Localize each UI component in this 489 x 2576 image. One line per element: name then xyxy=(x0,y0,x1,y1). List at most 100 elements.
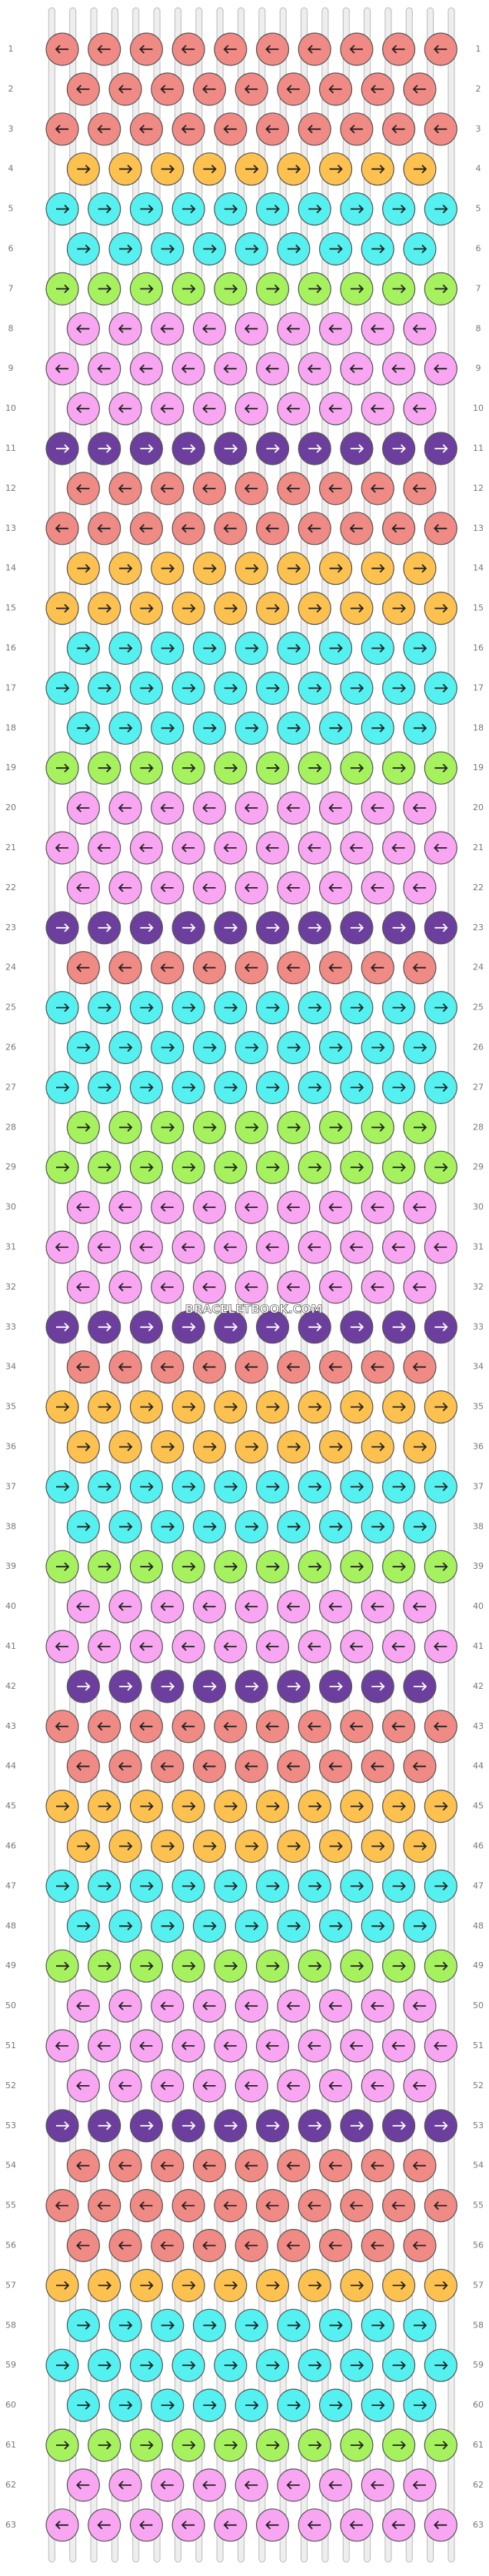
row-number: 2 xyxy=(476,84,481,94)
knot-arrow xyxy=(77,564,91,573)
row-number: 12 xyxy=(5,483,16,493)
knot-arrow xyxy=(350,2441,364,2450)
row-number: 41 xyxy=(473,1641,484,1651)
knot-arrow xyxy=(202,404,216,413)
knot-arrow xyxy=(161,1522,175,1531)
knot-arrow xyxy=(56,2281,70,2291)
knot-arrow xyxy=(161,1841,175,1851)
knot-arrow xyxy=(160,1203,174,1212)
knot-arrow xyxy=(182,2361,196,2370)
knot-arrow xyxy=(224,1083,238,1093)
knot-arrow xyxy=(245,643,259,653)
knot-arrow xyxy=(56,284,70,294)
knot-arrow xyxy=(412,2241,426,2251)
knot-arrow xyxy=(245,564,259,573)
knot-arrow xyxy=(286,85,300,94)
row-number: 54 xyxy=(5,2161,16,2171)
row-number: 48 xyxy=(5,1920,16,1930)
knot-arrow xyxy=(160,963,174,973)
knot-arrow xyxy=(350,1402,364,1412)
knot-arrow xyxy=(350,923,364,933)
knot-arrow xyxy=(371,1123,385,1132)
row-number: 62 xyxy=(5,2480,16,2490)
knot-arrow xyxy=(182,1881,196,1891)
row-number: 25 xyxy=(473,1003,484,1013)
knot-arrow xyxy=(202,1283,216,1292)
row-number: 12 xyxy=(473,483,484,493)
knot-arrow xyxy=(161,1043,175,1053)
row-number: 18 xyxy=(473,722,484,732)
knot-arrow xyxy=(224,1961,238,1970)
row-number: 27 xyxy=(5,1082,16,1092)
row-number: 44 xyxy=(473,1761,484,1771)
knot-arrow xyxy=(391,125,405,134)
knot-arrow xyxy=(181,125,195,134)
knot-arrow xyxy=(329,244,343,254)
knot-arrow xyxy=(391,1243,405,1252)
row-number: 46 xyxy=(473,1841,484,1851)
knot-arrow xyxy=(56,1482,70,1492)
knot-arrow xyxy=(77,244,91,254)
knot-arrow xyxy=(286,484,300,493)
row-number: 14 xyxy=(473,563,484,573)
knot-arrow xyxy=(56,444,70,453)
knot-arrow xyxy=(182,1482,196,1492)
knot-arrow xyxy=(413,2321,427,2330)
knot-arrow xyxy=(203,1841,217,1851)
knot-arrow xyxy=(76,963,90,973)
knot-arrow xyxy=(329,1921,343,1930)
knot-arrow xyxy=(139,364,153,373)
row-number: 34 xyxy=(5,1362,16,1372)
knot-arrow xyxy=(244,883,258,893)
row-number: 55 xyxy=(5,2201,16,2211)
knot-arrow xyxy=(370,2481,384,2490)
knot-arrow xyxy=(266,683,280,693)
row-number: 51 xyxy=(473,2040,484,2050)
row-number: 62 xyxy=(473,2480,484,2490)
knot-arrow xyxy=(118,1203,132,1212)
knot-arrow xyxy=(56,2121,70,2131)
knot-arrow xyxy=(97,1722,111,1731)
knot-arrow xyxy=(98,1003,111,1013)
knot-arrow xyxy=(412,1602,426,1611)
row-number: 59 xyxy=(473,2360,484,2370)
knot-arrow xyxy=(392,1083,406,1093)
row-number: 52 xyxy=(473,2080,484,2090)
knot-arrow xyxy=(329,1841,343,1851)
knot-arrow xyxy=(98,1881,111,1891)
row-number: 13 xyxy=(473,523,484,533)
knot-arrow xyxy=(202,324,216,333)
row-number: 45 xyxy=(473,1801,484,1811)
knot-arrow xyxy=(160,324,174,333)
knot-arrow xyxy=(370,883,384,893)
row-number: 36 xyxy=(473,1442,484,1452)
knot-arrow xyxy=(224,1163,238,1172)
knot-arrow xyxy=(266,204,280,214)
knot-arrow xyxy=(56,923,70,933)
knot-arrow xyxy=(329,165,343,174)
knot-arrow xyxy=(413,1522,427,1531)
knot-arrow xyxy=(245,2321,259,2330)
row-number: 37 xyxy=(473,1481,484,1491)
knot-arrow xyxy=(140,1562,154,1571)
row-number: 8 xyxy=(476,323,481,333)
knot-arrow xyxy=(392,1402,406,1412)
knot-arrow xyxy=(224,1482,238,1492)
knot-arrow xyxy=(160,1283,174,1292)
knot-arrow xyxy=(56,683,70,693)
row-number: 20 xyxy=(473,802,484,813)
knot-arrow xyxy=(244,803,258,813)
knot-arrow xyxy=(203,643,217,653)
row-number: 11 xyxy=(5,443,16,453)
row-number: 48 xyxy=(473,1920,484,1930)
knot-arrow xyxy=(244,85,258,94)
knot-arrow xyxy=(308,1402,322,1412)
knot-arrow xyxy=(119,244,133,254)
knot-arrow xyxy=(140,2281,154,2291)
knot-arrow xyxy=(56,1881,70,1891)
row-number: 58 xyxy=(5,2320,16,2330)
knot-arrow xyxy=(55,1722,68,1731)
knot-arrow xyxy=(245,1682,259,1691)
knot-arrow xyxy=(56,204,70,214)
knot-arrow xyxy=(224,2121,238,2131)
